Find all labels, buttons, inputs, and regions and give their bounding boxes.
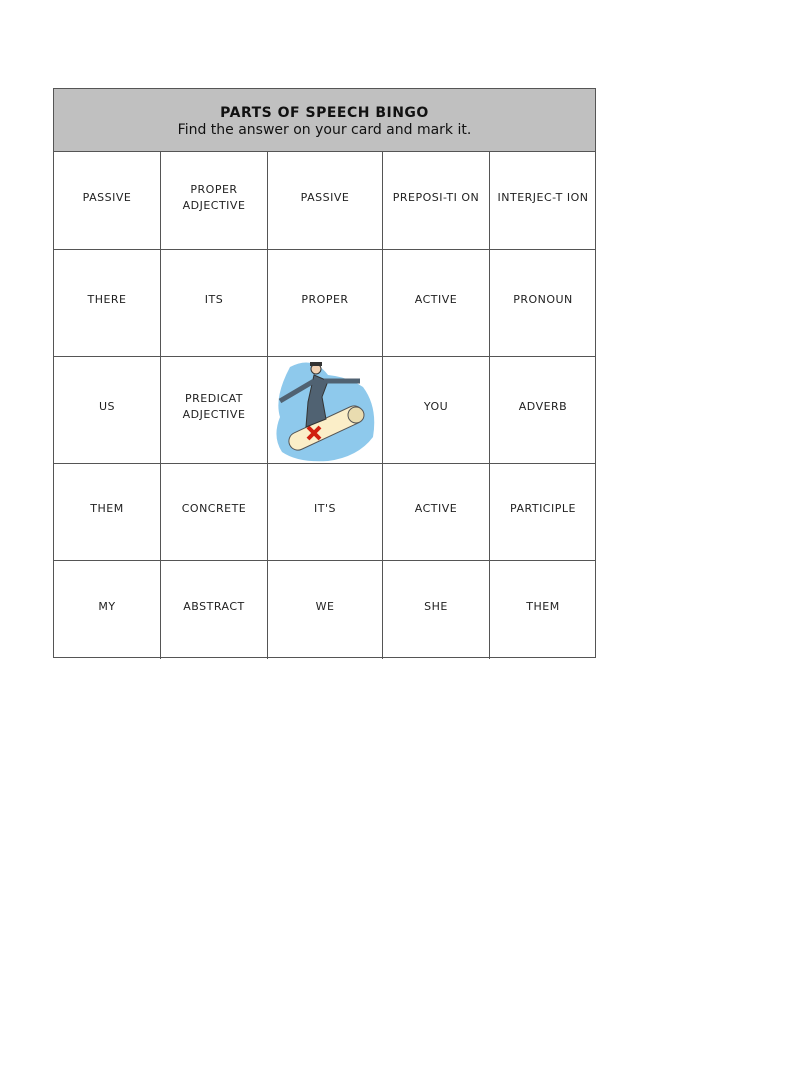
bingo-cell[interactable]: PREDICAT ADJECTIVE bbox=[161, 357, 268, 464]
bingo-cell-text: PREPOSI-TI ON bbox=[392, 190, 480, 204]
bingo-cell[interactable]: ITS bbox=[161, 250, 268, 357]
bingo-cell-text: THEM bbox=[90, 502, 124, 515]
bingo-cell-text: YOU bbox=[423, 400, 449, 413]
bingo-cell-free[interactable] bbox=[268, 357, 383, 464]
bingo-cell[interactable]: CONCRETE bbox=[161, 464, 268, 561]
bingo-cell-text: PARTICIPLE bbox=[510, 502, 576, 515]
bingo-cell[interactable]: ADVERB bbox=[490, 357, 596, 464]
bingo-cell[interactable]: IT'S bbox=[268, 464, 383, 561]
card-header: PARTS OF SPEECH BINGO Find the answer on… bbox=[54, 89, 595, 152]
bingo-cell-text: ACTIVE bbox=[414, 502, 458, 515]
bingo-cell[interactable]: PASSIVE bbox=[54, 152, 161, 250]
bingo-cell[interactable]: PARTICIPLE bbox=[490, 464, 596, 561]
bingo-cell-text: PASSIVE bbox=[82, 190, 132, 204]
bingo-cell[interactable]: INTERJEC-T ION bbox=[490, 152, 596, 250]
bingo-cell[interactable]: THEM bbox=[54, 464, 161, 561]
bingo-cell-text: PASSIVE bbox=[300, 190, 350, 204]
bingo-cell[interactable]: PRONOUN bbox=[490, 250, 596, 357]
bingo-cell-text: PROPER ADJECTIVE bbox=[182, 182, 246, 212]
bingo-cell[interactable]: ABSTRACT bbox=[161, 561, 268, 659]
bingo-cell[interactable]: PASSIVE bbox=[268, 152, 383, 250]
bingo-cell[interactable]: PREPOSI-TI ON bbox=[383, 152, 490, 250]
graduate-surfing-diploma-icon bbox=[276, 362, 375, 462]
bingo-cell[interactable]: US bbox=[54, 357, 161, 464]
bingo-cell-text: INTERJEC-T ION bbox=[497, 190, 589, 204]
bingo-cell-text: ACTIVE bbox=[414, 293, 458, 306]
bingo-cell-text: ITS bbox=[204, 293, 224, 306]
bingo-cell-text: THEM bbox=[526, 600, 560, 613]
bingo-cell-text: PREDICAT ADJECTIVE bbox=[182, 392, 246, 421]
bingo-cell[interactable]: PROPER ADJECTIVE bbox=[161, 152, 268, 250]
bingo-cell[interactable]: SHE bbox=[383, 561, 490, 659]
bingo-cell[interactable]: ACTIVE bbox=[383, 250, 490, 357]
bingo-cell-text: CONCRETE bbox=[181, 502, 247, 515]
bingo-cell-text: THERE bbox=[87, 293, 127, 306]
bingo-cell[interactable]: YOU bbox=[383, 357, 490, 464]
bingo-cell-text: US bbox=[98, 400, 116, 413]
bingo-cell[interactable]: ACTIVE bbox=[383, 464, 490, 561]
card-instructions: Find the answer on your card and mark it… bbox=[177, 122, 472, 138]
bingo-card: PARTS OF SPEECH BINGO Find the answer on… bbox=[53, 88, 596, 659]
bingo-cell[interactable]: PROPER bbox=[268, 250, 383, 357]
bingo-cell-text: ABSTRACT bbox=[183, 600, 245, 613]
bingo-cell-text: MY bbox=[98, 600, 116, 613]
bingo-cell-text: WE bbox=[315, 600, 335, 613]
bingo-cell-text: IT'S bbox=[314, 502, 336, 515]
bingo-cell[interactable]: MY bbox=[54, 561, 161, 659]
bingo-cell-text: ADVERB bbox=[518, 400, 568, 413]
bingo-cell[interactable]: THERE bbox=[54, 250, 161, 357]
bingo-cell-text: PROPER bbox=[301, 293, 349, 306]
bingo-cell-text: SHE bbox=[424, 600, 448, 613]
bingo-cell[interactable]: THEM bbox=[490, 561, 596, 659]
bingo-cell-text: PRONOUN bbox=[513, 293, 573, 306]
bingo-cell[interactable]: WE bbox=[268, 561, 383, 659]
card-title: PARTS OF SPEECH BINGO bbox=[220, 105, 429, 121]
